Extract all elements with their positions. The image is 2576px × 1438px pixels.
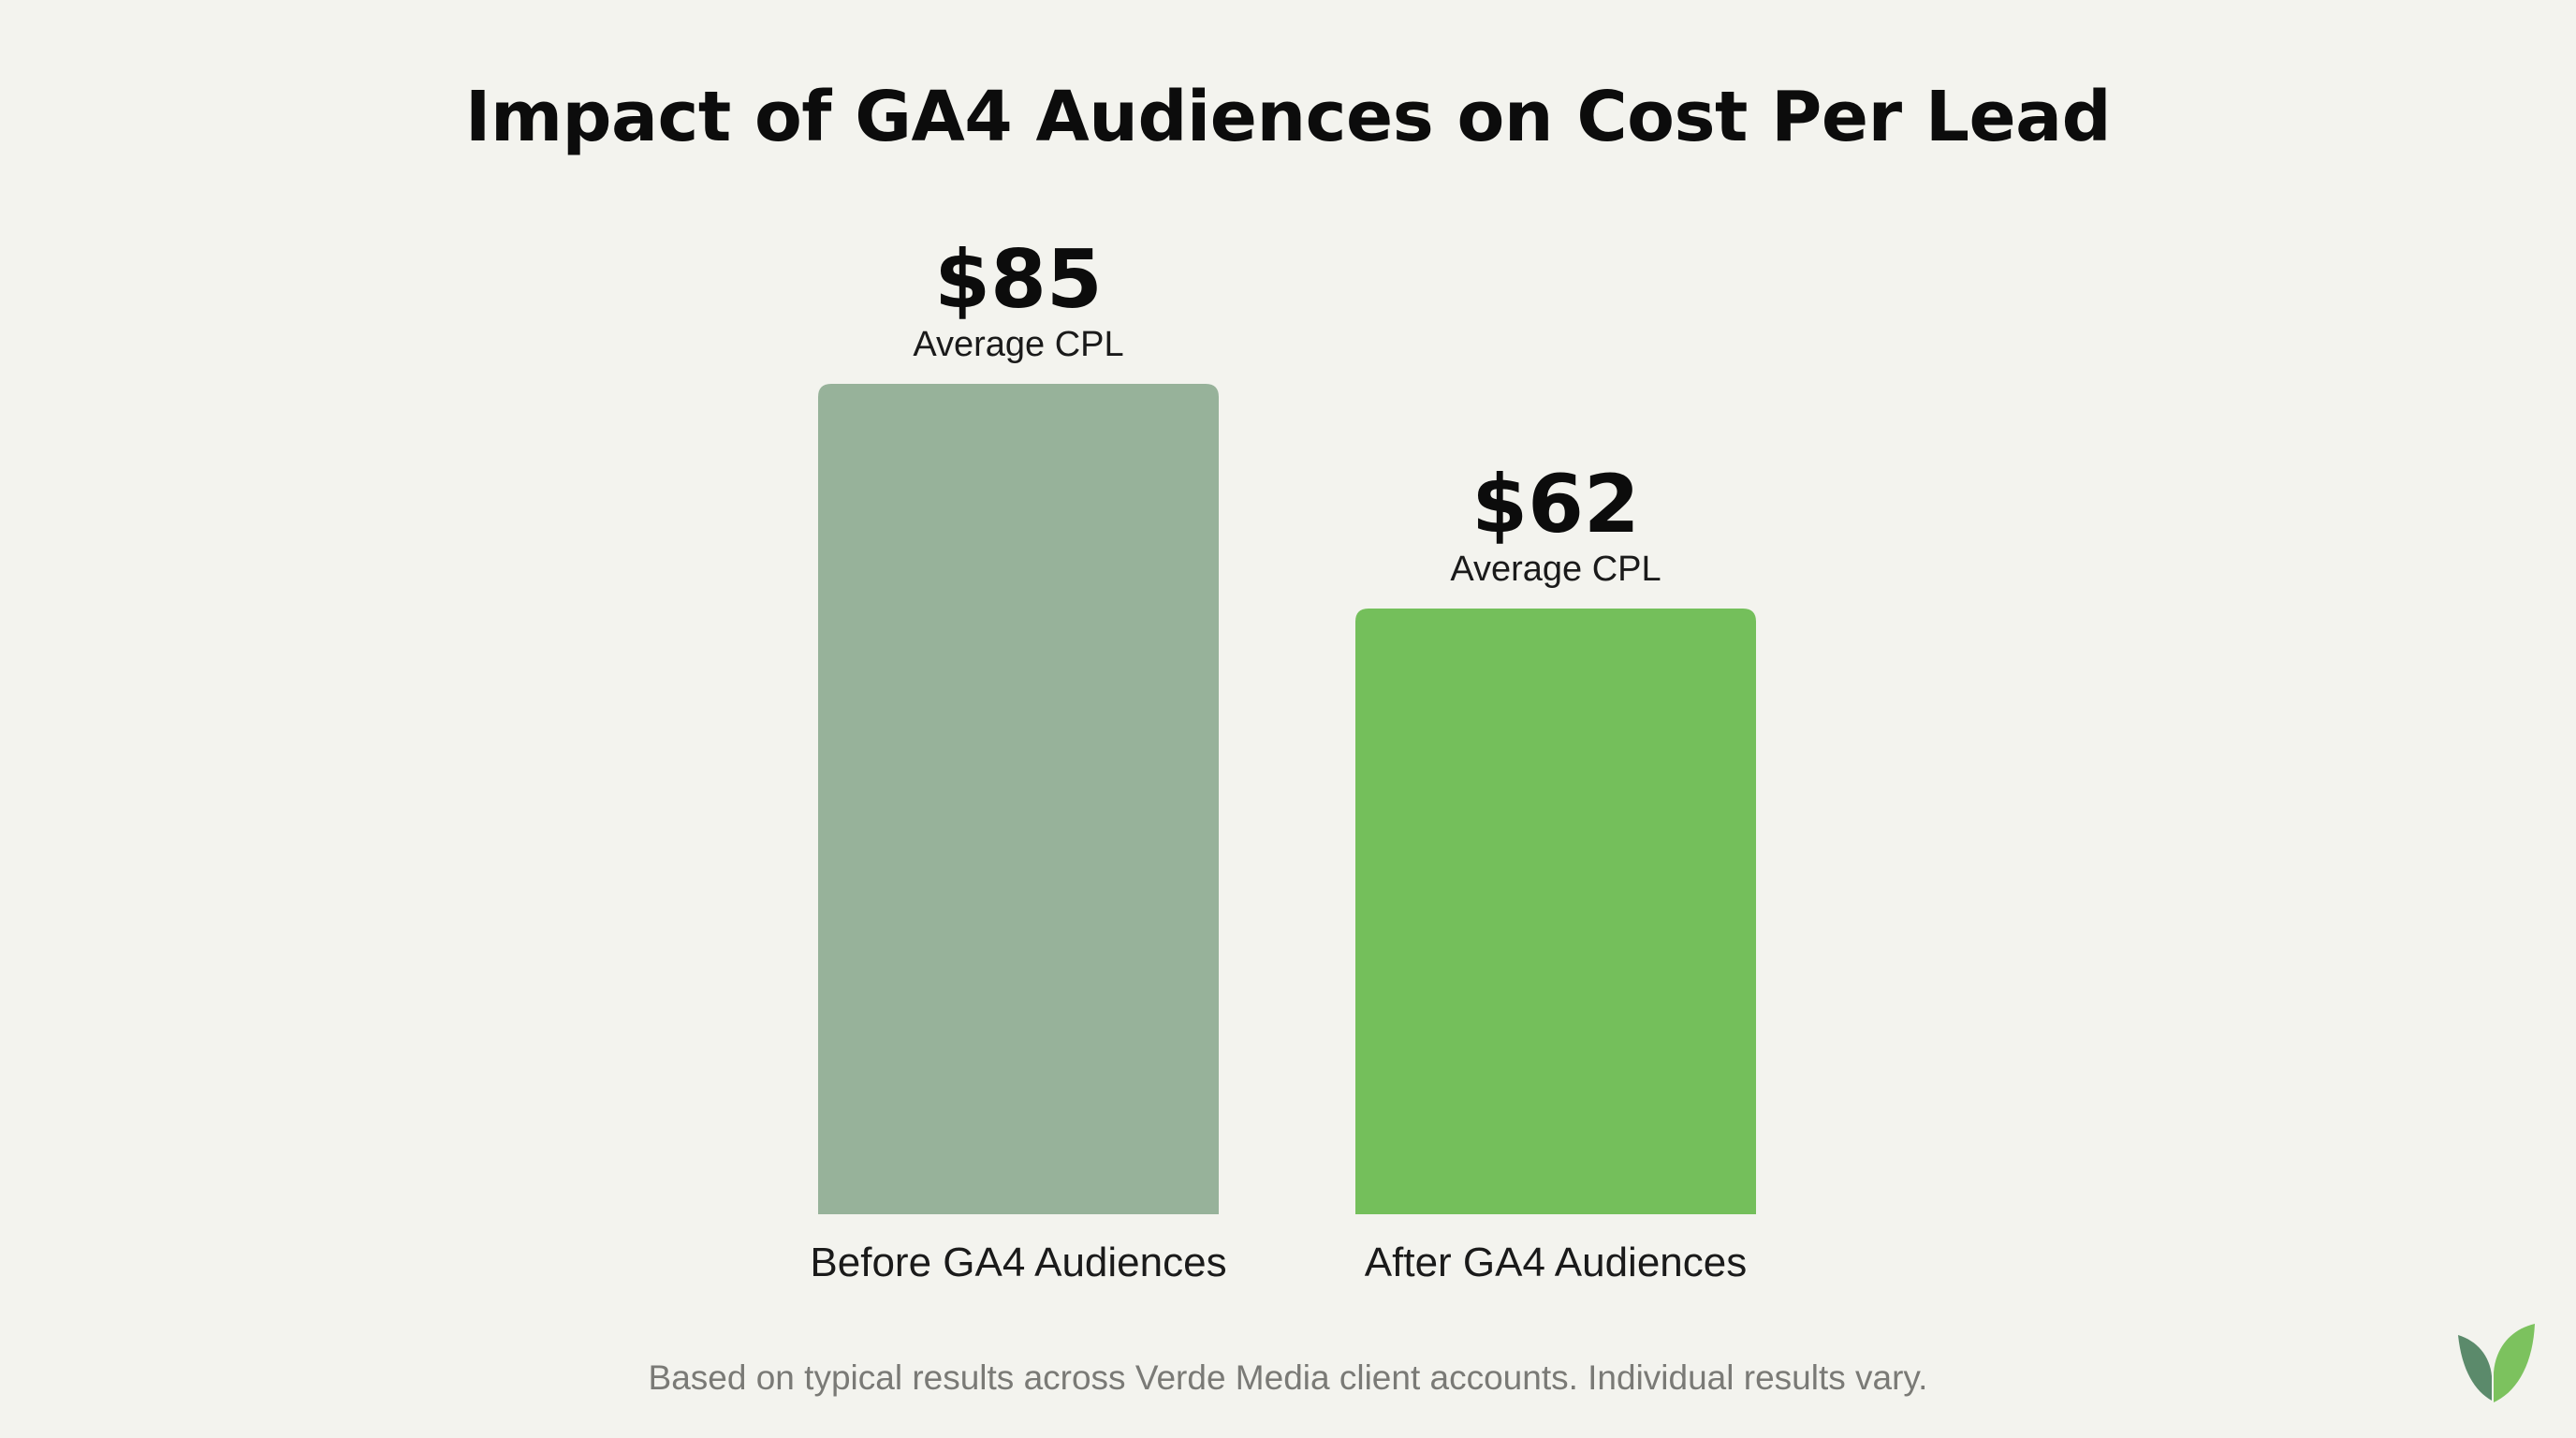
bar-after — [1355, 609, 1756, 1214]
footnote: Based on typical results across Verde Me… — [648, 1358, 1928, 1397]
average-cpl-label: Average CPL — [1450, 550, 1661, 589]
leaf-icon — [2458, 1324, 2535, 1402]
category-label: After GA4 Audiences — [1365, 1240, 1747, 1285]
leaf-left-icon — [2458, 1335, 2492, 1401]
bar-before — [818, 384, 1219, 1214]
average-cpl-label: Average CPL — [913, 325, 1123, 364]
category-label: Before GA4 Audiences — [810, 1240, 1226, 1285]
value-label: $62 — [1471, 458, 1640, 551]
leaf-right-icon — [2494, 1324, 2535, 1402]
chart-title: Impact of GA4 Audiences on Cost Per Lead — [464, 77, 2112, 157]
value-label: $85 — [934, 233, 1103, 327]
